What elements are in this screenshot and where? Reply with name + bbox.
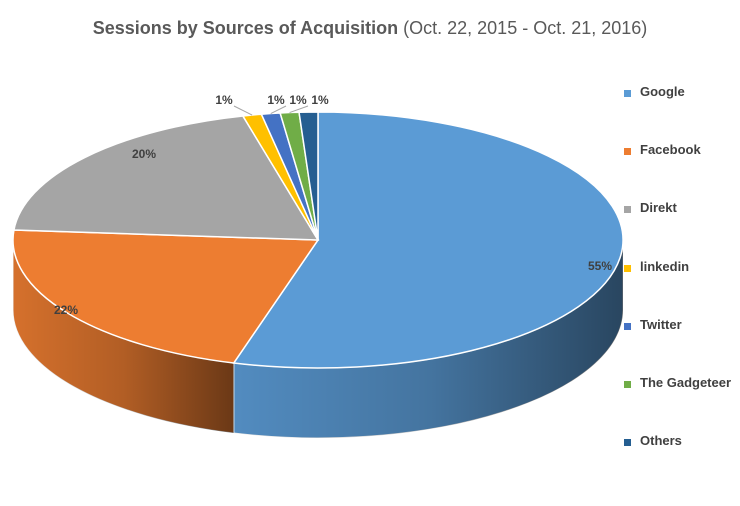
legend-label-others: Others — [640, 433, 682, 449]
pie-data-labels: 55% 22% 20% 1% 1% 1% 1% — [54, 93, 612, 317]
legend-swatch-twitter — [624, 322, 631, 330]
chart-title-date-range: (Oct. 22, 2015 - Oct. 21, 2016) — [403, 18, 648, 38]
pie-slices — [12, 111, 624, 369]
pie-slice-facebook[interactable] — [12, 229, 320, 364]
chart-legend: Google Facebook Direkt linkedin Twitter The G… — [624, 84, 731, 491]
legend-item-direkt[interactable]: Direkt — [624, 200, 731, 258]
legend-label-twitter: Twitter — [640, 316, 682, 332]
legend-swatch-linkedin — [624, 264, 631, 272]
pie-slice-others[interactable] — [298, 111, 319, 241]
legend-item-others[interactable]: Others — [624, 433, 731, 491]
legend-label-the-gadgeteer: The Gadgeteer — [640, 374, 732, 390]
legend-item-facebook[interactable]: Facebook — [624, 142, 731, 200]
legend-item-the-gadgeteer[interactable]: The Gadgeteer — [624, 375, 731, 433]
legend-item-twitter[interactable]: Twitter — [624, 317, 731, 375]
legend-item-linkedin[interactable]: linkedin — [624, 259, 731, 317]
leader-line-the-gadgeteer — [289, 105, 309, 114]
pie-side-shade-facebook — [13, 240, 234, 434]
data-label-twitter: 1% — [267, 93, 285, 107]
pie-slice-direkt[interactable] — [13, 115, 320, 241]
data-label-direkt: 20% — [132, 147, 156, 161]
pie-leader-lines — [233, 105, 309, 116]
data-label-others: 1% — [311, 93, 329, 107]
legend-swatch-google — [624, 90, 631, 97]
legend-label-linkedin: linkedin — [640, 258, 690, 274]
data-label-linkedin: 1% — [215, 93, 233, 107]
legend-item-google[interactable]: Google — [624, 84, 731, 142]
pie-slice-google[interactable] — [232, 111, 624, 369]
legend-swatch-direkt — [624, 206, 631, 214]
legend-swatch-facebook — [624, 148, 631, 156]
legend-swatch-others — [624, 439, 631, 447]
leader-line-twitter — [270, 105, 287, 114]
pie-side-shade-google — [233, 240, 623, 439]
data-label-google: 55% — [588, 259, 612, 273]
legend-label-direkt: Direkt — [640, 200, 677, 216]
chart-title: Sessions by Sources of Acquisition (Oct.… — [0, 18, 740, 39]
leader-line-linkedin — [233, 105, 253, 116]
legend-label-facebook: Facebook — [640, 142, 701, 158]
data-label-the-gadgeteer: 1% — [289, 93, 307, 107]
data-label-facebook: 22% — [54, 303, 78, 317]
chart-title-main: Sessions by Sources of Acquisition — [92, 18, 399, 38]
legend-label-google: Google — [640, 84, 685, 99]
legend-swatch-the-gadgeteer — [624, 380, 631, 388]
